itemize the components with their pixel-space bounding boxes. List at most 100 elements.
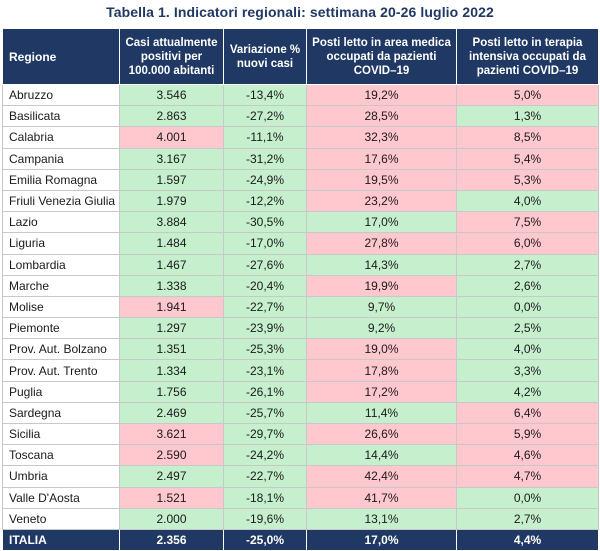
cell-total-casi: 2.356 [119, 528, 224, 551]
header-casi: Casi attualmente positivi per 100.000 ab… [119, 28, 224, 85]
cell-casi: 2.590 [119, 444, 224, 467]
cell-casi: 2.469 [119, 401, 224, 425]
header-regione: Regione [2, 28, 120, 85]
cell-regione: Molise [2, 295, 120, 319]
header-terapia-intensiva: Posti letto in terapia intensiva occupat… [456, 28, 599, 85]
cell-variazione: -17,0% [223, 232, 307, 255]
cell-variazione: -20,4% [223, 274, 307, 297]
table-row: Friuli Venezia Giulia 1.979 -12,2% 23,2% 4,0… [2, 189, 599, 213]
table-row: Abruzzo 3.546 -13,4% 19,2% 5,0% [2, 83, 599, 107]
cell-variazione: -18,1% [223, 486, 307, 509]
table-row: Lombardia 1.467 -27,6% 14,3% 2,7% [2, 253, 599, 276]
cell-casi: 3.621 [119, 422, 224, 446]
cell-terapia-intensiva: 0,0% [456, 295, 599, 319]
cell-terapia-intensiva: 2,5% [456, 317, 599, 340]
cell-casi: 1.941 [119, 295, 224, 319]
cell-regione: Lombardia [2, 253, 120, 276]
cell-casi: 1.979 [119, 189, 224, 213]
cell-area-medica: 42,4% [306, 465, 457, 488]
cell-terapia-intensiva: 4,0% [456, 189, 599, 213]
cell-area-medica: 17,2% [306, 380, 457, 403]
cell-regione: Calabria [2, 126, 120, 149]
cell-area-medica: 9,2% [306, 317, 457, 340]
cell-casi: 2.863 [119, 105, 224, 128]
cell-area-medica: 32,3% [306, 126, 457, 149]
cell-variazione: -23,1% [223, 359, 307, 382]
cell-area-medica: 11,4% [306, 401, 457, 425]
table-row: Toscana 2.590 -24,2% 14,4% 4,6% [2, 444, 599, 467]
cell-casi: 1.334 [119, 359, 224, 382]
cell-regione: Puglia [2, 380, 120, 403]
cell-casi: 2.000 [119, 507, 224, 530]
cell-area-medica: 13,1% [306, 507, 457, 530]
cell-variazione: -26,1% [223, 380, 307, 403]
cell-terapia-intensiva: 7,5% [456, 211, 599, 234]
cell-regione: Valle D'Aosta [2, 486, 120, 509]
cell-regione: Prov. Aut. Bolzano [2, 338, 120, 361]
cell-variazione: -22,7% [223, 465, 307, 488]
cell-variazione: -22,7% [223, 295, 307, 319]
table-row: Puglia 1.756 -26,1% 17,2% 4,2% [2, 380, 599, 403]
cell-variazione: -11,1% [223, 126, 307, 149]
cell-total-terapia-intensiva: 4,4% [456, 528, 599, 551]
cell-area-medica: 23,2% [306, 189, 457, 213]
cell-total-regione: ITALIA [2, 528, 120, 551]
cell-regione: Abruzzo [2, 83, 120, 107]
table-body: Abruzzo 3.546 -13,4% 19,2% 5,0% Basilicata 2.8… [2, 83, 599, 551]
cell-regione: Basilicata [2, 105, 120, 128]
table-row: Sardegna 2.469 -25,7% 11,4% 6,4% [2, 401, 599, 425]
table-row: Molise 1.941 -22,7% 9,7% 0,0% [2, 295, 599, 319]
cell-terapia-intensiva: 0,0% [456, 486, 599, 509]
cell-area-medica: 9,7% [306, 295, 457, 319]
cell-casi: 1.297 [119, 317, 224, 340]
cell-variazione: -13,4% [223, 83, 307, 107]
cell-regione: Veneto [2, 507, 120, 530]
cell-terapia-intensiva: 4,7% [456, 465, 599, 488]
cell-regione: Toscana [2, 444, 120, 467]
cell-regione: Piemonte [2, 317, 120, 340]
cell-casi: 3.884 [119, 211, 224, 234]
cell-terapia-intensiva: 4,0% [456, 338, 599, 361]
cell-variazione: -27,6% [223, 253, 307, 276]
cell-casi: 1.484 [119, 232, 224, 255]
cell-regione: Prov. Aut. Trento [2, 359, 120, 382]
table-row: Umbria 2.497 -22,7% 42,4% 4,7% [2, 465, 599, 488]
table-row: Piemonte 1.297 -23,9% 9,2% 2,5% [2, 317, 599, 340]
cell-variazione: -30,5% [223, 211, 307, 234]
cell-area-medica: 28,5% [306, 105, 457, 128]
cell-terapia-intensiva: 8,5% [456, 126, 599, 149]
cell-regione: Emilia Romagna [2, 168, 120, 191]
cell-regione: Umbria [2, 465, 120, 488]
table-row: Sicilia 3.621 -29,7% 26,6% 5,9% [2, 422, 599, 446]
table-row: Liguria 1.484 -17,0% 27,8% 6,0% [2, 232, 599, 255]
cell-terapia-intensiva: 4,2% [456, 380, 599, 403]
cell-variazione: -12,2% [223, 189, 307, 213]
cell-casi: 3.546 [119, 83, 224, 107]
cell-casi: 1.467 [119, 253, 224, 276]
cell-total-variazione: -25,0% [223, 528, 307, 551]
cell-regione: Friuli Venezia Giulia [2, 189, 120, 213]
cell-area-medica: 17,0% [306, 211, 457, 234]
cell-variazione: -31,2% [223, 147, 307, 170]
total-row: ITALIA 2.356 -25,0% 17,0% 4,4% [2, 528, 599, 551]
cell-area-medica: 26,6% [306, 422, 457, 446]
cell-area-medica: 19,5% [306, 168, 457, 191]
cell-area-medica: 17,6% [306, 147, 457, 170]
cell-terapia-intensiva: 5,4% [456, 147, 599, 170]
cell-terapia-intensiva: 6,4% [456, 401, 599, 425]
cell-regione: Sardegna [2, 401, 120, 425]
cell-variazione: -24,9% [223, 168, 307, 191]
cell-variazione: -25,7% [223, 401, 307, 425]
cell-terapia-intensiva: 6,0% [456, 232, 599, 255]
cell-variazione: -27,2% [223, 105, 307, 128]
table-row: Prov. Aut. Bolzano 1.351 -25,3% 19,0% 4,0% [2, 338, 599, 361]
cell-casi: 1.597 [119, 168, 224, 191]
cell-terapia-intensiva: 5,9% [456, 422, 599, 446]
cell-area-medica: 17,8% [306, 359, 457, 382]
table-row: Calabria 4.001 -11,1% 32,3% 8,5% [2, 126, 599, 149]
cell-variazione: -23,9% [223, 317, 307, 340]
cell-area-medica: 19,2% [306, 83, 457, 107]
cell-casi: 1.521 [119, 486, 224, 509]
table-row: Basilicata 2.863 -27,2% 28,5% 1,3% [2, 105, 599, 128]
cell-terapia-intensiva: 2,6% [456, 274, 599, 297]
